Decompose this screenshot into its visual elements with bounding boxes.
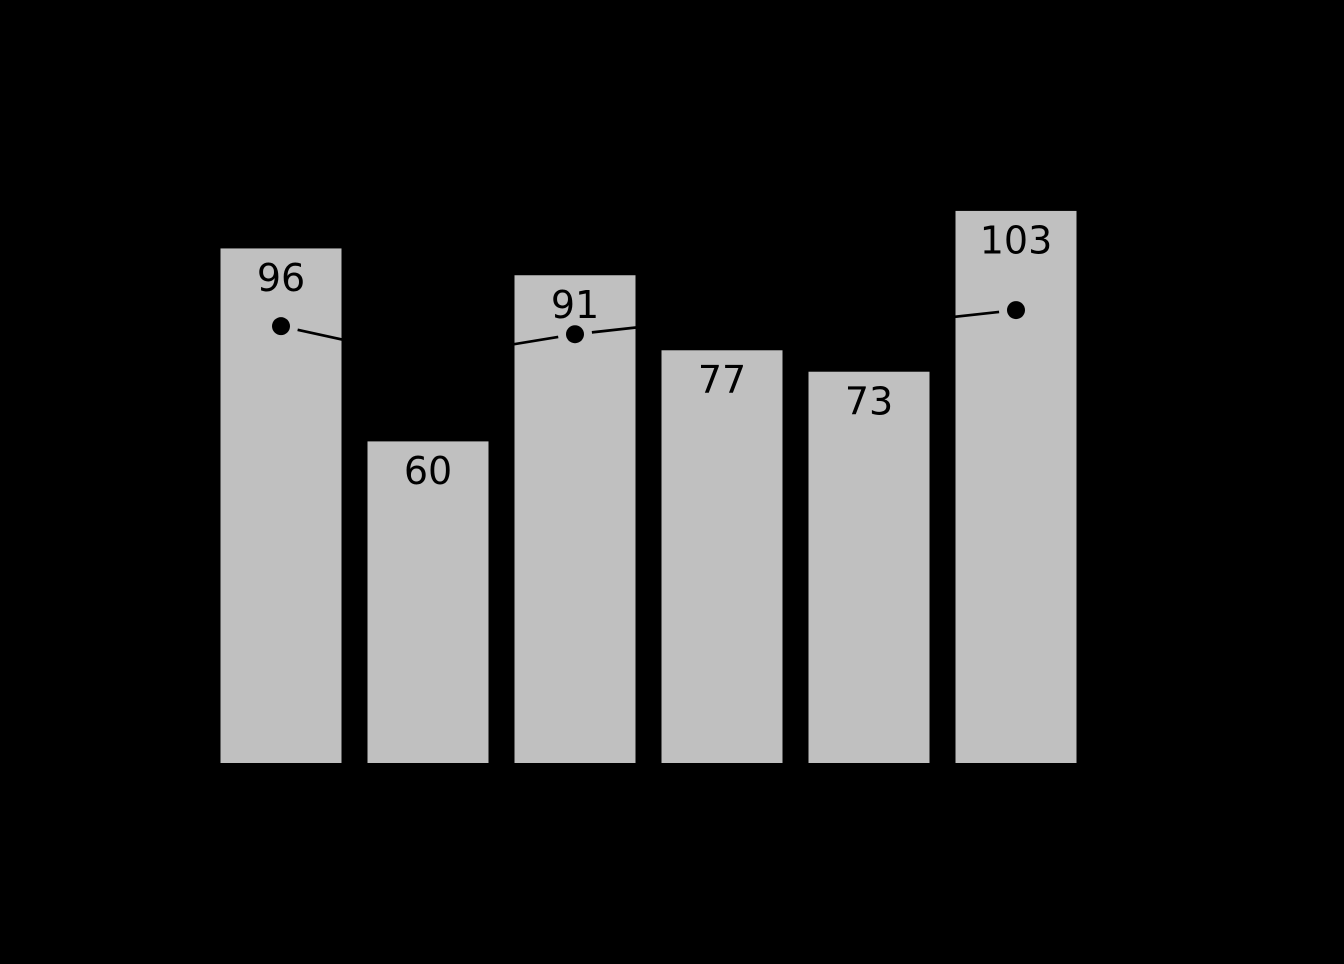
bar-value-label-6: 103 bbox=[980, 219, 1053, 263]
line-segment-2 bbox=[444, 335, 559, 357]
bar-3 bbox=[514, 275, 636, 763]
bar-value-label-4: 77 bbox=[698, 358, 746, 402]
bar-value-label-2: 60 bbox=[404, 449, 452, 493]
bar-value-label-3: 91 bbox=[551, 283, 599, 327]
bar-2 bbox=[367, 441, 489, 763]
line-segment-1 bbox=[297, 328, 412, 357]
line-marker-5 bbox=[860, 317, 878, 336]
bar-4 bbox=[661, 350, 783, 763]
bar-6 bbox=[955, 210, 1077, 764]
bar-5 bbox=[808, 371, 930, 763]
line-marker-3 bbox=[566, 325, 584, 344]
line-marker-2 bbox=[419, 349, 437, 368]
line-marker-4 bbox=[713, 309, 731, 328]
line-segment-5 bbox=[885, 310, 1000, 326]
bar-value-label-5: 73 bbox=[845, 380, 893, 424]
line-segment-4 bbox=[738, 317, 853, 327]
bar-value-label-1: 96 bbox=[257, 256, 305, 300]
line-marker-6 bbox=[1007, 301, 1025, 320]
line-segment-3 bbox=[591, 318, 706, 334]
line-marker-1 bbox=[272, 317, 290, 336]
